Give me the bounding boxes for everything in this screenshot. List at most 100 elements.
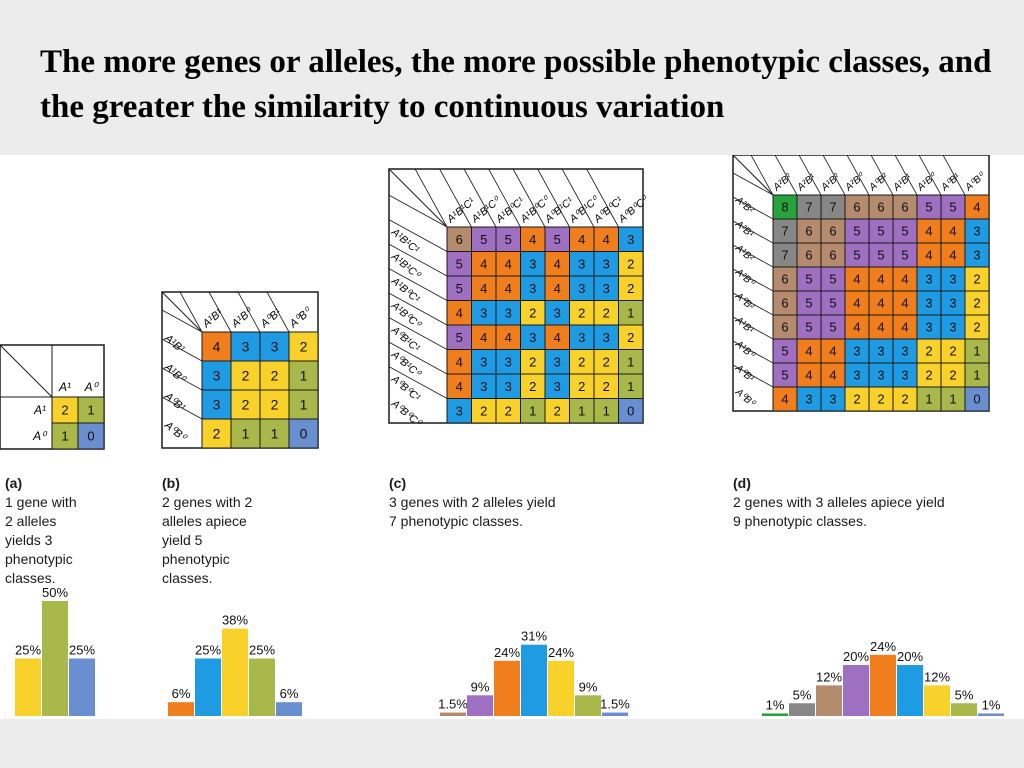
grid-cell <box>796 242 822 268</box>
grid-cell <box>569 275 595 301</box>
bar-percent-label: 31% <box>521 629 547 644</box>
caption-a: (a) 1 gene with 2 alleles yields 3 pheno… <box>5 455 155 588</box>
grid-cell <box>259 331 290 362</box>
grid-cell <box>868 386 894 412</box>
cell-value: 3 <box>949 320 956 335</box>
grid-cell <box>844 218 870 244</box>
grid-cell <box>916 338 942 364</box>
grid-cell <box>618 398 644 424</box>
histogram-bar <box>440 712 466 716</box>
cell-value: 4 <box>805 344 812 359</box>
cell-value: 4 <box>505 256 512 271</box>
header-slant <box>388 317 448 350</box>
grid-cell <box>520 300 546 326</box>
cell-value: 0 <box>300 426 308 442</box>
cell-value: 2 <box>529 354 536 369</box>
grid-cell <box>964 386 990 412</box>
histogram-bar <box>870 654 896 716</box>
cell-value: 3 <box>271 339 279 355</box>
grid-cell <box>618 300 644 326</box>
cell-value: 2 <box>529 305 536 320</box>
grid-cell <box>796 338 822 364</box>
header-slant <box>918 155 942 196</box>
bar-percent-label: 1.5% <box>438 697 468 712</box>
cell-value: 3 <box>853 344 860 359</box>
caption-a-letter: (a) <box>5 475 23 491</box>
cell-value: 3 <box>578 330 585 345</box>
grid-cell <box>868 194 894 220</box>
grid-cell <box>569 398 595 424</box>
column-header: A⁰ <box>84 380 100 394</box>
grid-cell <box>471 300 497 326</box>
header-slant <box>388 219 448 252</box>
punnett-square-b: 4 3 3 23 2 2 13 2 2 12 1 1 0A¹B¹A¹B¹A¹B⁰A¹B⁰A⁰B¹A⁰B¹… <box>161 291 319 449</box>
cell-value: 4 <box>877 272 884 287</box>
header-slant <box>774 155 798 196</box>
corner-diagonal <box>732 155 774 196</box>
cell-value: 5 <box>829 272 836 287</box>
histogram-bar <box>467 695 493 716</box>
cell-value: 4 <box>554 330 561 345</box>
grid-cell <box>820 362 846 388</box>
caption-d: (d) 2 genes with 3 alleles apiece yield … <box>733 455 1023 531</box>
grid-cell <box>520 349 546 375</box>
header-slant <box>798 155 822 196</box>
histogram-bar <box>548 660 574 716</box>
grid-cell <box>201 389 232 420</box>
cell-value: 3 <box>973 224 980 239</box>
cell-value: 6 <box>829 224 836 239</box>
cell-value: 3 <box>529 281 536 296</box>
header-slant <box>732 316 774 340</box>
histogram-bar <box>249 658 275 716</box>
caption-b-text: 2 genes with 2 alleles apiece yield 5 ph… <box>162 494 253 586</box>
grid-cell <box>77 422 105 450</box>
cell-value: 0 <box>87 429 94 444</box>
cell-value: 5 <box>805 296 812 311</box>
cell-value: 4 <box>456 379 463 394</box>
cell-value: 3 <box>505 354 512 369</box>
grid-cell <box>288 418 319 449</box>
header-slant <box>388 194 448 228</box>
header-slant <box>894 155 918 196</box>
grid-cell <box>772 314 798 340</box>
cell-value: 5 <box>901 248 908 263</box>
cell-value: 4 <box>480 330 487 345</box>
grid-cell <box>820 242 846 268</box>
punnett-square-d: 8 7 7 6 6 6 5 5 4 7 6 6 5 5 5 4 4 3 7 6 6 5 5 5 4 4 3 6 5 5 4 4 4 3 3 2 6 5 5 4… <box>732 155 990 412</box>
cell-value: 2 <box>949 368 956 383</box>
grid-cell <box>964 362 990 388</box>
grid-cell <box>964 338 990 364</box>
cell-value: 2 <box>627 256 634 271</box>
grid-cell <box>844 362 870 388</box>
cell-value: 4 <box>578 232 585 247</box>
cell-value: 2 <box>925 344 932 359</box>
cell-value: 5 <box>456 256 463 271</box>
cell-value: 3 <box>480 379 487 394</box>
cell-value: 7 <box>781 248 788 263</box>
header-slant <box>822 155 846 196</box>
grid-cell <box>892 266 918 292</box>
cell-value: 6 <box>456 232 463 247</box>
cell-value: 3 <box>603 256 610 271</box>
cell-value: 5 <box>829 320 836 335</box>
bar-percent-label: 24% <box>494 645 520 660</box>
histogram-bar <box>521 644 547 716</box>
grid-cell <box>544 324 570 350</box>
grid-cell <box>544 300 570 326</box>
grid-cell <box>446 324 472 350</box>
grid-cell <box>201 418 232 449</box>
cell-value: 1 <box>925 392 932 407</box>
grid-cell <box>892 314 918 340</box>
cell-value: 4 <box>901 296 908 311</box>
cell-value: 2 <box>925 368 932 383</box>
cell-value: 3 <box>853 368 860 383</box>
cell-value: 2 <box>973 296 980 311</box>
caption-c-letter: (c) <box>389 475 407 491</box>
grid-cell <box>201 331 232 362</box>
histogram-bar <box>951 703 977 716</box>
cell-value: 3 <box>554 354 561 369</box>
cell-value: 3 <box>603 330 610 345</box>
header-slant <box>732 172 774 196</box>
cell-value: 5 <box>829 296 836 311</box>
histogram-c: 1.5%9%24%31%24%9%1.5% <box>438 629 630 716</box>
